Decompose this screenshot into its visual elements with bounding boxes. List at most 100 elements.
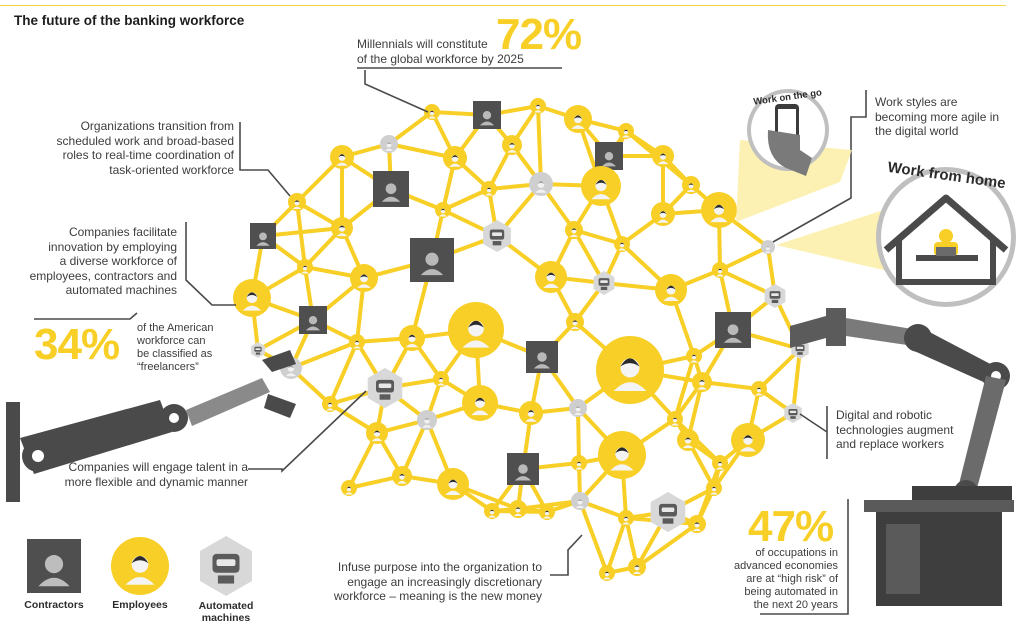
person-hair [634,565,640,568]
freelancers-line: be classified as [137,348,213,360]
person-hair [486,187,492,190]
person-body [601,162,617,167]
person-body [571,125,585,129]
person-body [242,305,262,311]
person-hair [360,274,368,278]
network-edge [400,418,429,478]
person-hair [623,129,629,132]
engage-line: more flexible and dynamic manner [64,474,248,489]
person-body [384,148,394,152]
person-body [125,577,155,585]
employee-node [706,480,722,496]
employee-node [399,325,425,351]
network-nodes [233,98,809,581]
robot-visor [600,280,608,283]
person-body [723,337,743,343]
person-hair [535,104,541,107]
person-hair [756,387,762,390]
employee-node [677,429,699,451]
page-title: The future of the banking workforce [14,13,245,28]
person-body [422,425,432,428]
person-body [764,251,772,253]
legend-contractors-label: Contractors [24,599,84,611]
person-body [697,387,707,390]
contractor-node [526,341,558,373]
robotic-callout: Digital and robotic technologies augment… [836,408,953,452]
innovation-line: automated machines [65,283,177,297]
employee-node [349,334,365,350]
person-body [613,382,647,392]
agile-line: Work styles are [875,95,958,109]
person-head [537,352,547,362]
robotic-line: technologies augment [836,422,954,437]
top-rule [0,5,1006,6]
person-body [543,283,559,288]
engage-leader [248,390,367,473]
worker-head [939,229,953,243]
person-hair [399,474,405,477]
transition-leader [239,122,291,197]
robotic-line: and replace workers [836,437,945,451]
person-hair [338,154,346,158]
robot-node [764,284,786,308]
robot-jaw [379,394,391,400]
employee-node [652,145,674,167]
person-body [622,135,630,138]
transition-line: roles to real-time coordination of [62,148,234,162]
person-hair [302,265,308,268]
employee-node [392,466,412,486]
person-body [716,467,724,470]
person-head [259,232,267,241]
network-edge [673,354,696,421]
person-hair [468,320,484,328]
person-hair [688,183,694,186]
contractor-node [299,306,327,334]
freelancers-stat: 34% [34,320,120,369]
person-body [591,194,611,200]
person-hair [766,246,770,248]
legend [27,536,252,596]
person-hair [619,242,625,245]
person-hair [346,486,352,489]
agile-line: becoming more agile in [875,109,1000,124]
person-node [380,135,398,153]
innovation-line: a diverse workforce of [59,254,177,268]
person-body [682,445,694,449]
legend-machines-label: Automated machines [188,600,264,624]
employee-node [667,411,683,427]
machine-top [912,486,1012,500]
employee-node [686,348,702,364]
person-body [462,340,490,348]
person-body [686,189,696,193]
person-hair [429,110,435,113]
person-hair [699,380,705,383]
person-body [292,206,302,210]
freelancers-rule [34,312,138,320]
innovation-line: innovation by employing [48,239,177,254]
right-robot-arm-icon [790,308,1014,606]
person-body [38,577,70,587]
person-hair [575,406,581,409]
innovation-leader [185,222,236,306]
network-edge [635,522,699,569]
person-body [716,274,724,277]
employee-node [682,176,700,194]
person-body [485,193,493,196]
employee-node [424,104,440,120]
machine-panel [886,524,920,594]
person-hair [408,334,416,338]
person-body [479,121,495,126]
robot-jaw [662,518,674,524]
employee-node [481,181,497,197]
employee-node [566,313,584,331]
employee-node [297,259,313,275]
employee-node [598,431,646,479]
robot-jaw [771,299,779,304]
innovation-callout: Companies facilitate innovation by emplo… [20,225,177,298]
contractor-node [715,312,751,348]
person-head [308,316,318,325]
transition-line: task-oriented workforce [109,162,234,177]
network-edge [536,104,543,186]
person-body [353,346,361,349]
network-edge [578,499,609,575]
